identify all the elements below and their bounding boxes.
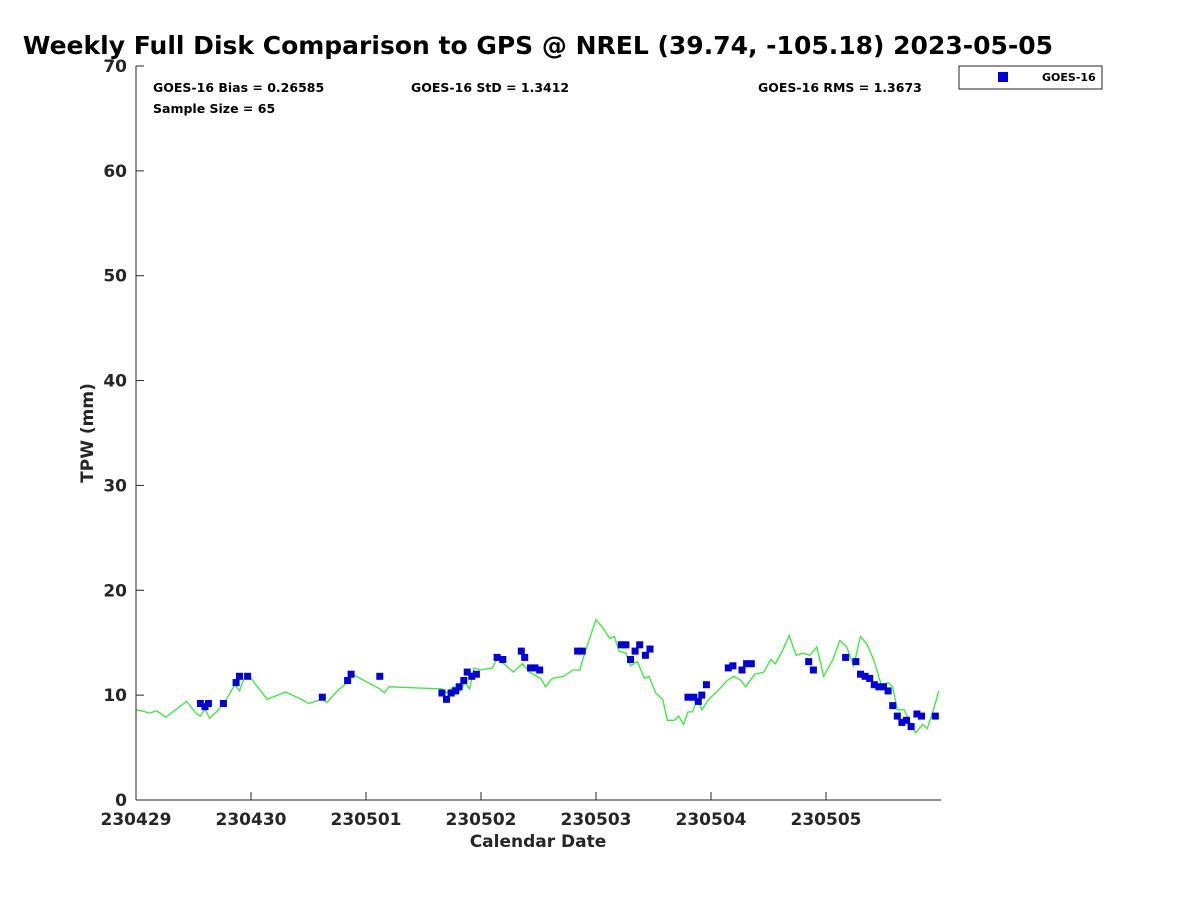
goes16-point-42 [729,662,737,670]
y-tick-label-0: 0 [115,791,127,811]
legend: GOES-16 [958,65,1103,90]
legend-box [958,65,1103,90]
goes16-point-8 [344,677,352,684]
goes16-point-0 [196,700,204,707]
goes16-point-29 [617,641,625,649]
goes16-point-27 [574,647,582,655]
goes16-point-31 [627,656,634,663]
goes16-point-43 [738,666,746,674]
plot-area [136,66,941,800]
goes16-point-45 [747,660,755,668]
goes16-point-24 [527,664,534,672]
goes16-point-26 [536,666,544,674]
goes16-point-51 [861,672,869,680]
goes16-point-4 [232,679,240,687]
goes16-point-12 [443,695,450,703]
goes16-point-61 [907,723,915,731]
goes16-point-48 [842,653,850,661]
goes16-point-3 [219,700,227,707]
y-tick-label-20: 20 [103,581,127,601]
goes16-point-39 [698,691,706,699]
bias-annotation: GOES-16 Bias = 0.26585 [153,80,324,95]
x-tick-label-230430: 230430 [216,810,287,830]
goes16-point-47 [809,666,817,674]
goes16-point-33 [636,641,644,649]
goes16-series [196,641,939,731]
axes: 0 10 20 30 40 50 60 70 230429 230430 230501 230502 2… [101,57,941,830]
goes16-point-6 [244,672,252,680]
y-tick-label-30: 30 [103,476,127,496]
goes16-point-38 [694,697,702,705]
goes16-point-17 [463,668,471,676]
goes16-point-10 [376,672,384,680]
goes16-point-36 [684,693,692,701]
goes16-point-32 [631,647,639,655]
goes16-point-13 [447,689,455,697]
goes16-point-53 [870,681,878,689]
y-tick-label-10: 10 [103,686,127,706]
goes16-point-41 [724,664,732,672]
goes16-point-44 [743,660,751,668]
stats-annotations: GOES-16 Bias = 0.26585 GOES-16 StD = 1.3… [153,80,922,116]
goes16-point-58 [893,712,901,720]
goes16-point-15 [455,683,463,691]
chart-title: Weekly Full Disk Comparison to GPS @ NRE… [23,31,1053,60]
x-tick-label-230504: 230504 [676,810,747,830]
goes16-point-50 [857,670,864,678]
goes16-point-23 [521,653,529,661]
gps-series [135,618,940,735]
x-tick-label-230501: 230501 [331,810,402,830]
goes16-point-46 [805,658,813,666]
x-tick-label-230502: 230502 [446,810,517,830]
goes16-point-25 [531,664,539,672]
goes16-point-28 [578,647,586,655]
goes16-point-40 [702,681,710,689]
goes16-point-19 [472,670,480,678]
goes16-point-63 [918,712,925,720]
legend-marker-goes16 [998,72,1008,82]
goes16-point-7 [318,693,326,701]
goes16-point-11 [438,689,446,697]
x-axis-label: Calendar Date [470,832,607,852]
y-tick-label-60: 60 [103,162,127,182]
goes16-point-2 [204,700,212,707]
goes16-point-64 [931,712,939,720]
goes16-point-35 [646,645,654,653]
goes16-point-52 [866,674,874,682]
goes16-point-18 [468,672,476,680]
x-tick-label-230429: 230429 [101,810,172,830]
std-annotation: GOES-16 StD = 1.3412 [411,80,569,95]
goes16-point-34 [641,651,649,659]
goes16-point-49 [852,658,860,666]
legend-label-goes16: GOES-16 [1042,71,1096,84]
goes16-point-22 [517,647,525,655]
goes16-point-56 [884,687,892,695]
goes16-point-5 [236,672,243,680]
y-axis-label: TPW (mm) [78,383,98,483]
goes16-point-30 [622,641,630,649]
x-tick-label-230503: 230503 [561,810,632,830]
goes16-point-37 [690,693,698,701]
goes16-point-57 [889,702,897,710]
goes16-point-9 [347,670,355,678]
gps-line [135,618,940,735]
goes16-point-60 [903,716,910,724]
goes16-point-21 [499,656,507,663]
goes16-point-14 [452,687,460,695]
sample-size-annotation: Sample Size = 65 [153,101,275,116]
goes16-point-20 [493,653,501,661]
goes16-point-16 [460,677,468,684]
y-tick-label-40: 40 [103,372,127,392]
goes16-point-62 [913,710,921,718]
goes16-point-59 [898,718,906,726]
rms-annotation: GOES-16 RMS = 1.3673 [758,80,922,95]
goes16-point-54 [875,683,883,691]
y-tick-label-50: 50 [103,267,127,287]
y-tick-label-70: 70 [103,57,127,77]
goes16-point-55 [880,683,887,691]
x-tick-label-230505: 230505 [791,810,862,830]
